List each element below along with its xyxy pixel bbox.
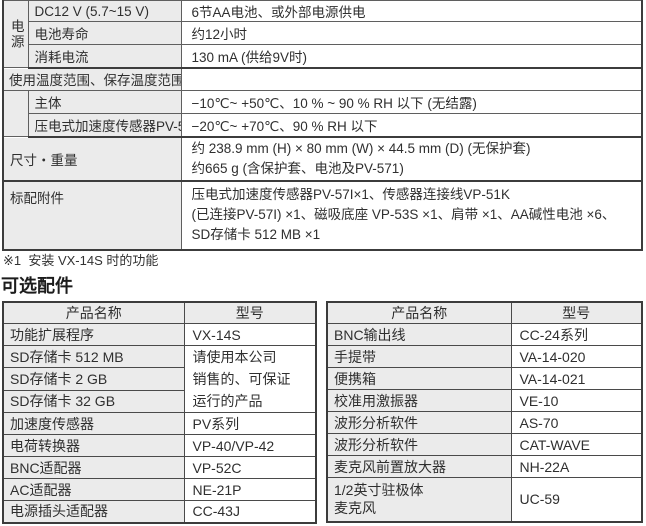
column-header-model: 型号 [510, 301, 643, 324]
temp-group-header: 使用温度范围、保存温度范围 [2, 67, 182, 91]
table-row: 电源插头适配器 CC-43J [2, 500, 317, 523]
spec-value: −10℃~ +50℃、10 % ~ 90 % RH 以下 (无结露) [180, 90, 643, 114]
table-row: 手提带 VA-14-020 [326, 345, 643, 368]
table-row: 加速度传感器 PV系列 [2, 412, 317, 435]
table-row: 消耗电流 130 mA (供给9V时) [3, 44, 643, 69]
model-cell: CC-24系列 [510, 323, 643, 346]
table-row: 电荷转换器 VP-40/VP-42 [2, 434, 317, 457]
power-group-label: 电源 [2, 0, 29, 68]
spec-value: 6节AA电池、或外部电源供电 [180, 0, 643, 22]
spec-value: 约 238.9 mm (H) × 80 mm (W) × 44.5 mm (D)… [180, 136, 643, 182]
table-row: 标配附件 压电式加速度传感器PV-57I×1、传感器连接线VP-51K (已连接… [2, 180, 643, 251]
table-row: 电池寿命 约12小时 [3, 21, 643, 45]
table-row: 主体 −10℃~ +50℃、10 % ~ 90 % RH 以下 (无结露) [2, 90, 643, 137]
product-name-cell: 校准用激振器 [326, 389, 512, 412]
spec-label: 消耗电流 [27, 44, 182, 69]
spec-label: 主体 [27, 90, 182, 114]
table-row: BNC输出线 CC-24系列 [326, 323, 643, 346]
spec-value: 约12小时 [180, 21, 643, 45]
temp-group-spacer [2, 90, 29, 137]
column-header-model: 型号 [183, 301, 317, 324]
product-name-cell: SD存储卡 2 GB [2, 367, 185, 391]
accessories-table-right: 产品名称 型号 BNC输出线 CC-24系列 手提带 VA-14-020 便携箱… [326, 301, 643, 523]
product-name-cell: 1/2英寸驻极体 麦克风 [326, 477, 512, 522]
product-name-cell: 功能扩展程序 [2, 323, 185, 346]
table-row: BNC适配器 VP-52C [2, 456, 317, 479]
table-row: 校准用激振器 VE-10 [326, 389, 643, 412]
model-cell: VP-52C [183, 456, 317, 479]
table-header-row: 产品名称 型号 [2, 301, 317, 324]
product-name-cell: 便携箱 [326, 367, 512, 390]
table-row: 电源 DC12 V (5.7~15 V) 6节AA电池、或外部电源供电 [2, 0, 643, 68]
section-title: 可选配件 [1, 276, 73, 296]
spec-value: 压电式加速度传感器PV-57I×1、传感器连接线VP-51K (已连接PV-57… [180, 180, 643, 251]
product-name-cell: 波形分析软件 [326, 433, 512, 456]
table-row: 压电式加速度传感器PV-57I −20℃~ +70℃、90 % RH 以下 [3, 113, 643, 138]
model-cell: VX-14S [183, 323, 317, 346]
specification-table: 电源 DC12 V (5.7~15 V) 6节AA电池、或外部电源供电 电池寿命… [2, 0, 643, 251]
product-name-cell: 波形分析软件 [326, 411, 512, 434]
product-name-cell: 加速度传感器 [2, 412, 185, 435]
model-cell: CAT-WAVE [510, 433, 643, 456]
table-header-row: 产品名称 型号 [326, 301, 643, 324]
model-cell: VP-40/VP-42 [183, 434, 317, 457]
product-name-cell: 麦克风前置放大器 [326, 455, 512, 478]
model-cell: NE-21P [183, 478, 317, 501]
table-row: SD存储卡 32 GB [2, 389, 316, 414]
product-name-cell: 电荷转换器 [2, 434, 185, 457]
spec-label: 电池寿命 [27, 21, 182, 45]
table-row: SD存储卡 512 MB 请使用本公司 销售的、可保证 运行的产品 [2, 344, 317, 413]
table-row: 波形分析软件 AS-70 [326, 411, 643, 434]
product-name-cell: BNC适配器 [2, 456, 185, 479]
model-cell: PV系列 [183, 412, 317, 435]
spec-value: −20℃~ +70℃、90 % RH 以下 [180, 113, 643, 138]
spec-label: 压电式加速度传感器PV-57I [27, 113, 182, 138]
product-name-cell: SD存储卡 32 GB [2, 389, 185, 414]
product-name-cell: 手提带 [326, 345, 512, 368]
model-cell: VE-10 [510, 389, 643, 412]
product-name-cell: 电源插头适配器 [2, 500, 185, 523]
column-header-product-name: 产品名称 [326, 301, 512, 324]
model-cell: CC-43J [183, 500, 317, 523]
product-name-cell: BNC输出线 [326, 323, 512, 346]
model-cell: VA-14-020 [510, 345, 643, 368]
column-header-product-name: 产品名称 [2, 301, 185, 324]
table-row: 尺寸・重量 约 238.9 mm (H) × 80 mm (W) × 44.5 … [2, 136, 643, 182]
table-row: 1/2英寸驻极体 麦克风 UC-59 [326, 477, 643, 522]
table-row: 功能扩展程序 VX-14S [2, 323, 317, 346]
accessories-table-left: 产品名称 型号 功能扩展程序 VX-14S SD存储卡 512 MB 请使用本公… [2, 301, 317, 524]
spec-value: 130 mA (供给9V时) [180, 44, 643, 69]
product-name-cell: AC适配器 [2, 478, 185, 501]
model-cell: AS-70 [510, 411, 643, 434]
sd-model-note-cell: 请使用本公司 销售的、可保证 运行的产品 [183, 345, 317, 413]
table-row: 便携箱 VA-14-021 [326, 367, 643, 390]
footnote: ※1 安装 VX-14S 时的功能 [3, 253, 159, 268]
product-name-cell: SD存储卡 512 MB [2, 344, 185, 369]
model-cell: VA-14-021 [510, 367, 643, 390]
model-cell: NH-22A [510, 455, 643, 478]
spec-label: 尺寸・重量 [2, 136, 182, 182]
table-row: 麦克风前置放大器 NH-22A [326, 455, 643, 478]
table-row: 波形分析软件 CAT-WAVE [326, 433, 643, 456]
spec-label: 标配附件 [2, 180, 182, 251]
table-row: AC适配器 NE-21P [2, 478, 317, 501]
table-row: SD存储卡 2 GB [2, 367, 316, 391]
model-cell: UC-59 [510, 477, 643, 522]
spec-value-empty [180, 67, 643, 91]
spec-label: DC12 V (5.7~15 V) [27, 0, 182, 22]
table-row: 使用温度范围、保存温度范围 [2, 67, 643, 91]
